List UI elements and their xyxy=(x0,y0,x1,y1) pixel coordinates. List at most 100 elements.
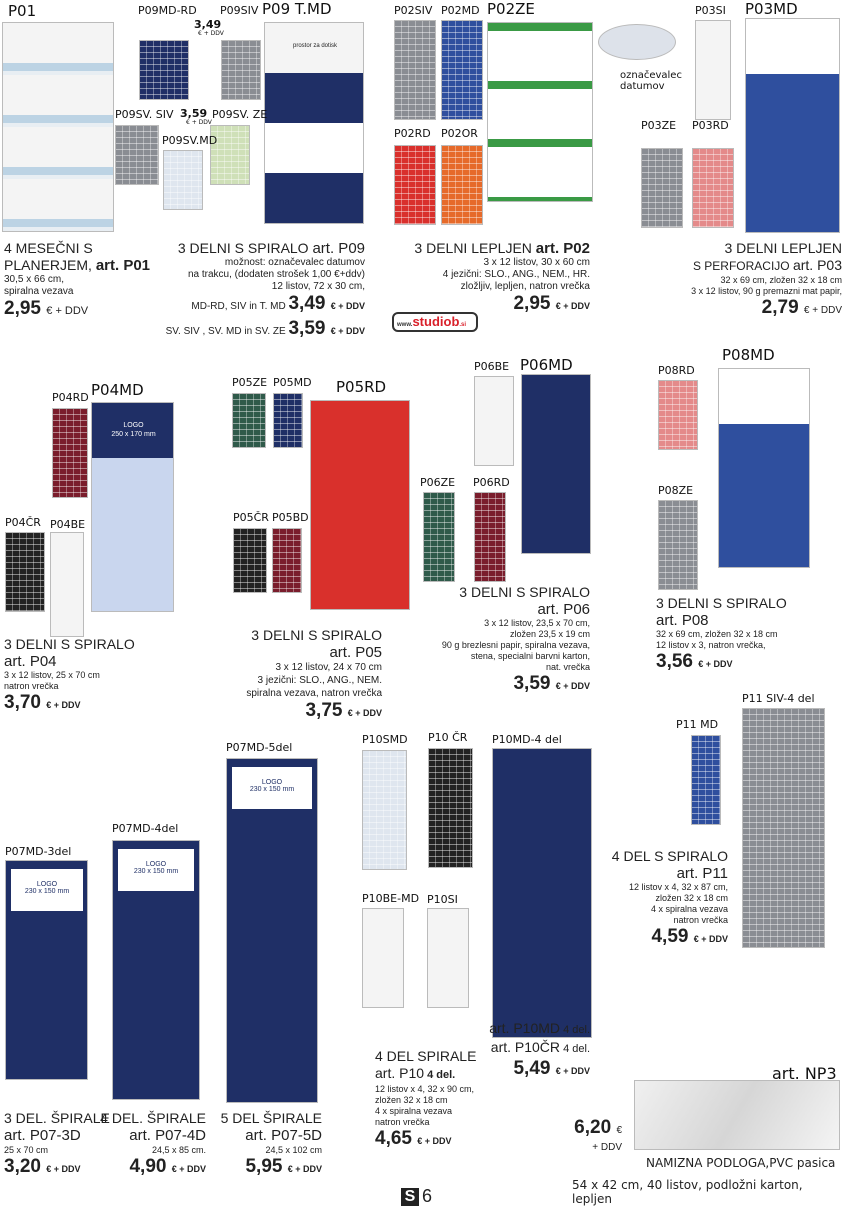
desc-p03: 3 DELNI LEPLJEN S PERFORACIJO art. P03 3… xyxy=(691,240,842,322)
label-p03rd: P03RD xyxy=(692,119,729,132)
label-p09sv-siv: P09SV. SIV xyxy=(115,108,174,121)
label-p02md: P02MD xyxy=(441,4,480,17)
studiob-logo[interactable]: www.studiob.si xyxy=(392,312,478,332)
label-p10cr: P10 ČR xyxy=(428,731,468,744)
desc-line: 4 x spiralna vezava xyxy=(375,1106,453,1116)
product-image-p05md xyxy=(273,393,303,448)
product-image-p08md xyxy=(718,368,810,568)
desc-p01: 4 MESEČNI S PLANERJEM, art. P01 30,5 x 6… xyxy=(4,240,150,322)
desc-p07-5d: 5 DEL ŠPIRALE art. P07-5D 24,5 x 102 cm … xyxy=(221,1110,322,1180)
label-p07md-5del: P07MD-5del xyxy=(226,741,293,754)
product-image-p09sv-siv xyxy=(115,125,159,185)
art-number: art. P07-4D xyxy=(129,1127,206,1144)
price-unit: € + DDV xyxy=(698,659,733,669)
price-unit: € + DDV xyxy=(46,700,81,710)
price: 4,65 xyxy=(375,1128,412,1149)
logo-placeholder: LOGO xyxy=(123,422,144,429)
desc-line: možnost: označevalec datumov xyxy=(224,257,365,268)
page-number: S 6 xyxy=(401,1186,432,1207)
price: 3,56 xyxy=(656,651,693,672)
product-image-p10md-4del xyxy=(492,748,592,1038)
desc-line: natron vrečka xyxy=(4,681,59,691)
art-number: art. P03 xyxy=(792,257,842,273)
product-image-p06ze xyxy=(423,492,455,582)
price-unit: € + DDV xyxy=(555,681,590,691)
price: 3,20 xyxy=(4,1156,41,1177)
desc-line: 32 x 69 cm, zložen 32 x 18 cm xyxy=(656,629,778,639)
desc-line: spiralna vezava, natron vrečka xyxy=(246,688,382,699)
price: 2,79 xyxy=(761,297,799,318)
desc-line: 3 x 12 listov, 90 g premazni mat papir, xyxy=(691,286,842,296)
price-unit: € + DDV xyxy=(803,305,842,316)
desc-title: PLANERJEM, xyxy=(4,257,96,273)
desc-line: 12 listov x 3, natron vrečka, xyxy=(656,640,766,650)
price-unit: € + DDV xyxy=(555,1066,590,1076)
price-unit: € + DDV xyxy=(171,1164,206,1174)
art-number: art. P06 xyxy=(537,601,590,618)
art-number: art. P01 xyxy=(95,257,151,274)
desc-line: 30,5 x 66 cm, xyxy=(4,274,65,285)
label-p03ze: P03ZE xyxy=(641,119,677,132)
desc-line: natron vrečka xyxy=(673,915,728,925)
label-ddv: € + DDV xyxy=(198,30,224,37)
price: 3,70 xyxy=(4,692,41,713)
desc-line: 24,5 x 85 cm. xyxy=(151,1145,206,1155)
label-p06be: P06BE xyxy=(474,360,510,373)
label-p06rd: P06RD xyxy=(473,476,510,489)
label-np3: art. NP3 xyxy=(772,1064,837,1083)
desc-title: 3 DELNI S SPIRALO xyxy=(656,595,787,611)
logo-size: 250 x 170 mm xyxy=(111,431,156,438)
label-p04cr: P04ČR xyxy=(5,516,41,529)
label-p08ze: P08ZE xyxy=(658,484,694,497)
logo-placeholder: LOGO xyxy=(36,881,58,888)
label-p06md: P06MD xyxy=(520,356,573,374)
art-number: art. P07-3D xyxy=(4,1127,81,1144)
product-image-p03md xyxy=(745,18,840,233)
desc-title: 3 DELNI S SPIRALO xyxy=(459,584,590,600)
np3-desc: 54 x 42 cm, 40 listov, podložni karton, … xyxy=(572,1178,803,1206)
product-image-p06be xyxy=(474,376,514,466)
logo-placeholder: LOGO xyxy=(261,779,283,786)
art-number: art. P10 xyxy=(375,1065,425,1081)
label-p08rd: P08RD xyxy=(658,364,695,377)
desc-line: 3 x 12 listov, 24 x 70 cm xyxy=(275,662,382,673)
price-unit: € + DDV xyxy=(347,708,382,718)
page-num: 6 xyxy=(422,1186,433,1206)
price: 3,59 xyxy=(513,673,551,694)
product-image-p04md: LOGO 250 x 170 mm xyxy=(91,402,174,612)
price-unit: € + DDV xyxy=(46,305,89,317)
desc-line: 12 listov x 4, 32 x 87 cm, xyxy=(628,882,728,892)
label-p02or: P02OR xyxy=(441,127,478,140)
desc-title: 3 DELNI LEPLJEN xyxy=(414,240,536,256)
desc-p10: 4 DEL SPIRALE art. P10 4 del. 12 listov … xyxy=(375,1048,476,1152)
desc-line: nat. vrečka xyxy=(545,662,590,672)
desc-line: 24,5 x 102 cm xyxy=(265,1145,322,1155)
desc-title: 4 MESEČNI S xyxy=(4,240,93,256)
desc-title: 3 DEL. ŠPIRALE xyxy=(4,1110,110,1126)
label-price-359: 3,59 xyxy=(180,107,208,120)
product-image-p02rd xyxy=(394,145,436,225)
label-p09sv-ze: P09SV. ZE xyxy=(212,108,268,121)
art-number: art. P02 xyxy=(535,240,590,257)
desc-p06: 3 DELNI S SPIRALO art. P06 3 x 12 listov… xyxy=(442,584,590,697)
label-p02rd: P02RD xyxy=(394,127,431,140)
logo-suffix: .si xyxy=(459,322,467,328)
desc-p02: 3 DELNI LEPLJEN art. P02 3 x 12 listov, … xyxy=(414,240,590,317)
price-unit: € + DDV xyxy=(46,1164,81,1174)
desc-line: 32 x 69 cm, zložen 32 x 18 cm xyxy=(720,275,842,285)
label-price-349: 3,49 xyxy=(194,18,222,31)
label-p03md: P03MD xyxy=(745,0,798,18)
price-ddv: + DDV xyxy=(592,1142,622,1153)
art-suffix: 4 del. xyxy=(424,1069,456,1081)
label-p05cr: P05ČR xyxy=(233,511,269,524)
price-unit: € xyxy=(616,1125,622,1136)
product-image-p09tmd: prostor za dotisk xyxy=(264,22,364,224)
label-p04be: P04BE xyxy=(50,518,86,531)
desc-title: 3 DELNI S SPIRALO xyxy=(177,240,313,256)
desc-p11: 4 DEL S SPIRALO art. P11 12 listov x 4, … xyxy=(612,848,728,950)
product-image-p11md xyxy=(691,735,721,825)
product-image-p02md xyxy=(441,20,483,120)
label-date-marker: označevalec datumov xyxy=(620,70,682,92)
desc-p08: 3 DELNI S SPIRALO art. P08 32 x 69 cm, z… xyxy=(656,595,787,675)
desc-line: 3 jezični: SLO., ANG., NEM. xyxy=(257,675,382,686)
